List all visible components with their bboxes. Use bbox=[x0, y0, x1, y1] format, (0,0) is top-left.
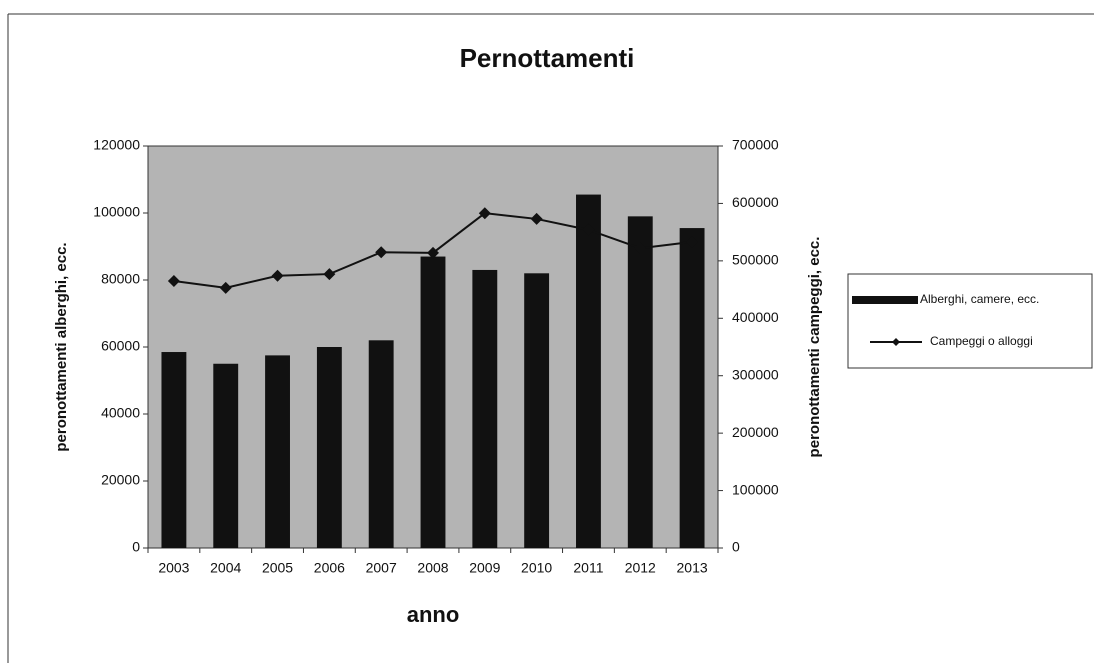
legend-swatch bbox=[852, 296, 918, 304]
legend-label: Campeggi o alloggi bbox=[930, 334, 1033, 348]
x-tick-label: 2012 bbox=[625, 560, 656, 576]
y-tick-label: 80000 bbox=[101, 271, 140, 287]
y2-tick-label: 0 bbox=[732, 539, 740, 555]
x-tick-label: 2010 bbox=[521, 560, 552, 576]
y-axis-title: peronottamenti alberghi, ecc. bbox=[53, 242, 70, 451]
y-tick-label: 40000 bbox=[101, 405, 140, 421]
bar bbox=[472, 269, 498, 548]
bar bbox=[368, 340, 394, 548]
x-axis-title: anno bbox=[407, 602, 460, 627]
legend-label: Alberghi, camere, ecc. bbox=[920, 292, 1039, 306]
bar bbox=[576, 194, 601, 548]
y-tick-label: 60000 bbox=[101, 338, 140, 354]
y2-tick-label: 200000 bbox=[732, 424, 779, 440]
line-marker bbox=[478, 207, 491, 220]
line-marker bbox=[323, 268, 336, 281]
line-marker bbox=[427, 246, 439, 259]
x-tick-label: 2013 bbox=[677, 560, 708, 576]
y2-axis-title: peronottamenti campeggi, ecc. bbox=[806, 237, 823, 458]
y2-tick-label: 100000 bbox=[732, 481, 779, 497]
x-tick-label: 2006 bbox=[314, 560, 345, 576]
line-marker bbox=[271, 269, 284, 282]
y-tick-label: 20000 bbox=[101, 472, 140, 488]
bar bbox=[524, 273, 550, 548]
line-marker bbox=[375, 246, 388, 259]
line-marker bbox=[167, 274, 180, 287]
line-marker bbox=[582, 223, 595, 236]
x-tick-label: 2003 bbox=[158, 560, 189, 576]
x-tick-label: 2009 bbox=[469, 560, 500, 576]
legend-marker bbox=[892, 338, 900, 346]
line-marker bbox=[530, 212, 543, 225]
bar bbox=[420, 256, 446, 548]
bar bbox=[213, 363, 239, 548]
line-marker bbox=[634, 242, 647, 255]
y2-tick-label: 300000 bbox=[732, 366, 779, 382]
line-marker bbox=[219, 281, 232, 294]
y2-tick-label: 600000 bbox=[732, 194, 779, 210]
x-tick-label: 2007 bbox=[366, 560, 397, 576]
y-tick-label: 120000 bbox=[93, 137, 140, 153]
y-tick-label: 0 bbox=[132, 539, 140, 555]
y2-tick-label: 500000 bbox=[732, 252, 779, 268]
y2-tick-label: 700000 bbox=[732, 137, 779, 153]
line-marker bbox=[686, 235, 699, 248]
x-tick-label: 2004 bbox=[210, 560, 241, 576]
legend-box bbox=[847, 273, 1093, 369]
bar bbox=[679, 228, 705, 548]
bar bbox=[161, 352, 187, 548]
y2-tick-label: 400000 bbox=[732, 309, 779, 325]
x-tick-label: 2005 bbox=[262, 560, 293, 576]
x-tick-label: 2011 bbox=[573, 560, 603, 576]
chart-title: Pernottamenti bbox=[460, 43, 635, 73]
bar bbox=[265, 355, 290, 548]
bar bbox=[627, 216, 653, 548]
x-tick-label: 2008 bbox=[417, 560, 448, 576]
bar bbox=[316, 347, 342, 548]
y-tick-label: 100000 bbox=[93, 204, 140, 220]
